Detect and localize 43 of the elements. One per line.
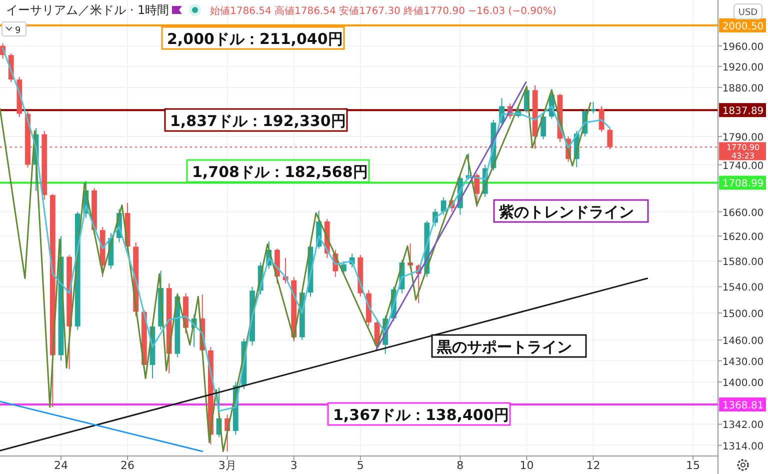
text: 43:23 xyxy=(731,152,755,161)
x-tick-label: 5 xyxy=(356,459,364,472)
candlestick xyxy=(590,101,596,114)
x-tick-label: 26 xyxy=(120,459,135,472)
x-tick-label: 10 xyxy=(520,459,534,472)
x-tick-label: 24 xyxy=(54,459,68,472)
y-tick-label: 1580.00 xyxy=(722,257,764,268)
y-tick-label: 1740.00 xyxy=(722,160,764,172)
annotation: 9 xyxy=(15,26,21,36)
ref-line-label: 1770.90 xyxy=(726,143,760,152)
y-tick-label: 1500.00 xyxy=(722,309,764,320)
text: 始値1786.54 高値1786.54 安値1767.30 終値1770.90 −16.03 (−0.90%) xyxy=(210,5,556,17)
y-tick-label: 1540.00 xyxy=(722,282,764,294)
annotation: 1,837ドル：192,330円 xyxy=(170,112,346,130)
ref-line-label: 1368.81 xyxy=(722,400,764,412)
x-tick-label: 8 xyxy=(456,459,464,472)
ref-line-label: 1837.89 xyxy=(722,106,764,118)
y-tick-label: 1960.00 xyxy=(722,42,764,53)
y-tick-label: 1342.00 xyxy=(722,420,764,432)
chart-title: イーサリアム／米ドル · 1時間 xyxy=(6,3,170,17)
annotation: 2,000ドル：211,040円 xyxy=(167,30,343,48)
ref-line-label: 1708.99 xyxy=(722,178,764,190)
x-tick-label: 3 xyxy=(290,459,298,472)
y-tick-label: 1790.00 xyxy=(722,132,764,144)
x-tick-label: 3月 xyxy=(218,459,236,472)
y-tick-label: 1430.00 xyxy=(722,356,764,368)
y-tick-label: 1460.00 xyxy=(722,336,764,348)
y-tick-label: 1400.00 xyxy=(722,378,764,389)
candlestick xyxy=(540,114,546,140)
y-tick-label: 1660.00 xyxy=(722,208,764,219)
candlestick xyxy=(440,196,446,216)
x-tick-label: 15 xyxy=(686,459,700,472)
ref-line-label: 2000.50 xyxy=(722,21,764,32)
y-tick-label: 1314.00 xyxy=(722,441,764,452)
text: USD xyxy=(738,8,758,18)
annotation: 1,708ドル：182,568円 xyxy=(192,163,368,181)
annotation: 黒のサポートライン xyxy=(436,338,572,356)
y-tick-label: 1880.00 xyxy=(722,83,764,94)
annotation: 1,367ドル：138,400円 xyxy=(333,406,509,424)
y-tick-label: 1920.00 xyxy=(722,62,764,74)
y-tick-label: 1620.00 xyxy=(722,232,764,244)
x-tick-label: 12 xyxy=(586,459,600,472)
annotation: 紫のトレンドライン xyxy=(498,203,634,221)
